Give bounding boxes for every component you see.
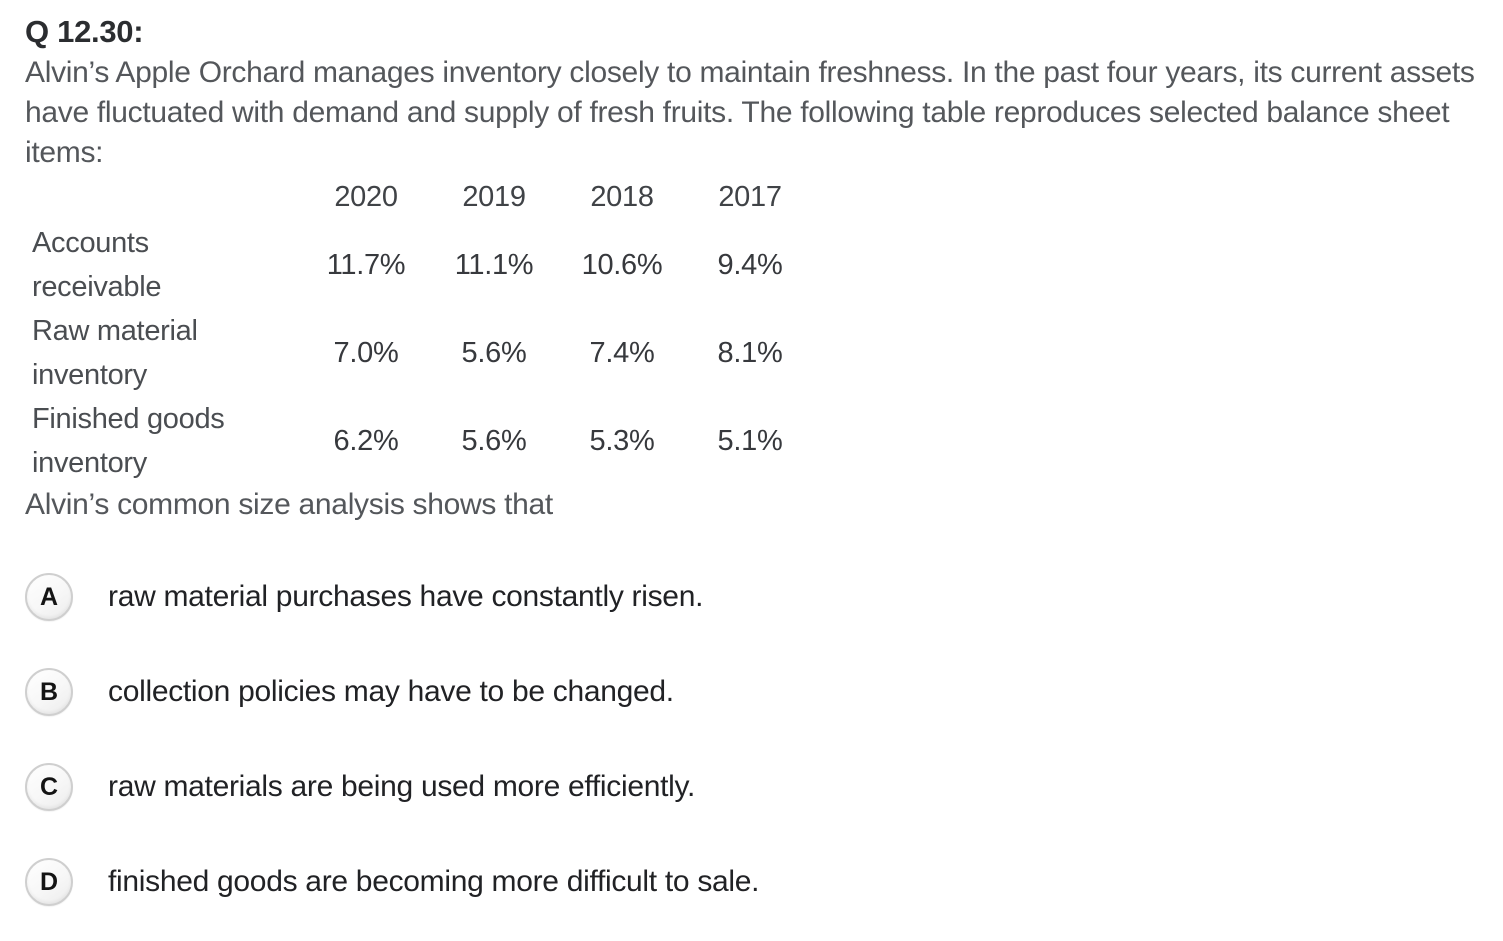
option-a-letter: A xyxy=(39,582,59,611)
table-year-header-2020: 2020 xyxy=(334,180,398,213)
table-cell-value: 5.6% xyxy=(461,336,527,369)
option-b-letter: B xyxy=(39,677,59,706)
option-a-text: raw material purchases have constantly r… xyxy=(108,580,704,613)
option-a[interactable]: A raw material purchases have constantly… xyxy=(25,573,1485,621)
table-cell-value: 7.4% xyxy=(589,336,655,369)
table-cell-value: 8.1% xyxy=(717,336,783,369)
table-row-label-raw-material-inventory: Raw material inventory xyxy=(32,315,198,391)
option-b[interactable]: B collection policies may have to be cha… xyxy=(25,668,1485,716)
option-d[interactable]: D finished goods are becoming more diffi… xyxy=(25,858,1485,906)
option-c-text: raw materials are being used more effici… xyxy=(108,770,696,803)
table-cell-value: 9.4% xyxy=(717,248,783,281)
balance-sheet-table: 2020 2019 2018 2017 Accounts receivable … xyxy=(32,173,1485,485)
table-cell-value: 5.1% xyxy=(717,424,783,457)
answer-options: A raw material purchases have constantly… xyxy=(25,573,1485,906)
table-cell-value: 5.6% xyxy=(461,424,527,457)
option-d-letter: D xyxy=(39,867,59,896)
table-row-label-finished-goods-inventory: Finished goods inventory xyxy=(32,403,225,479)
question-page: Q 12.30: Alvin’s Apple Orchard manages i… xyxy=(25,14,1485,906)
table-cell-value: 6.2% xyxy=(333,424,399,457)
question-text: Alvin’s Apple Orchard manages inventory … xyxy=(25,56,1475,169)
table-year-header-2018: 2018 xyxy=(590,180,654,213)
option-d-text: finished goods are becoming more difficu… xyxy=(108,865,760,898)
option-c-badge[interactable]: C xyxy=(25,763,73,811)
option-d-badge[interactable]: D xyxy=(25,858,73,906)
table-cell-value: 10.6% xyxy=(581,248,663,281)
option-c[interactable]: C raw materials are being used more effi… xyxy=(25,763,1485,811)
option-a-badge[interactable]: A xyxy=(25,573,73,621)
table-corner-cell xyxy=(32,173,302,221)
table-cell-value: 11.7% xyxy=(326,248,406,281)
option-c-letter: C xyxy=(39,772,59,801)
table-cell-value: 7.0% xyxy=(333,336,399,369)
question-lead-in: Alvin’s common size analysis shows that xyxy=(25,488,553,521)
option-b-text: collection policies may have to be chang… xyxy=(108,675,674,708)
table-year-header-2017: 2017 xyxy=(718,180,782,213)
question-number: Q 12.30: xyxy=(25,14,144,49)
table-cell-value: 5.3% xyxy=(589,424,655,457)
table-row-label-accounts-receivable: Accounts receivable xyxy=(32,227,162,303)
table-year-header-2019: 2019 xyxy=(462,180,526,213)
table-cell-value: 11.1% xyxy=(454,248,534,281)
option-b-badge[interactable]: B xyxy=(25,668,73,716)
